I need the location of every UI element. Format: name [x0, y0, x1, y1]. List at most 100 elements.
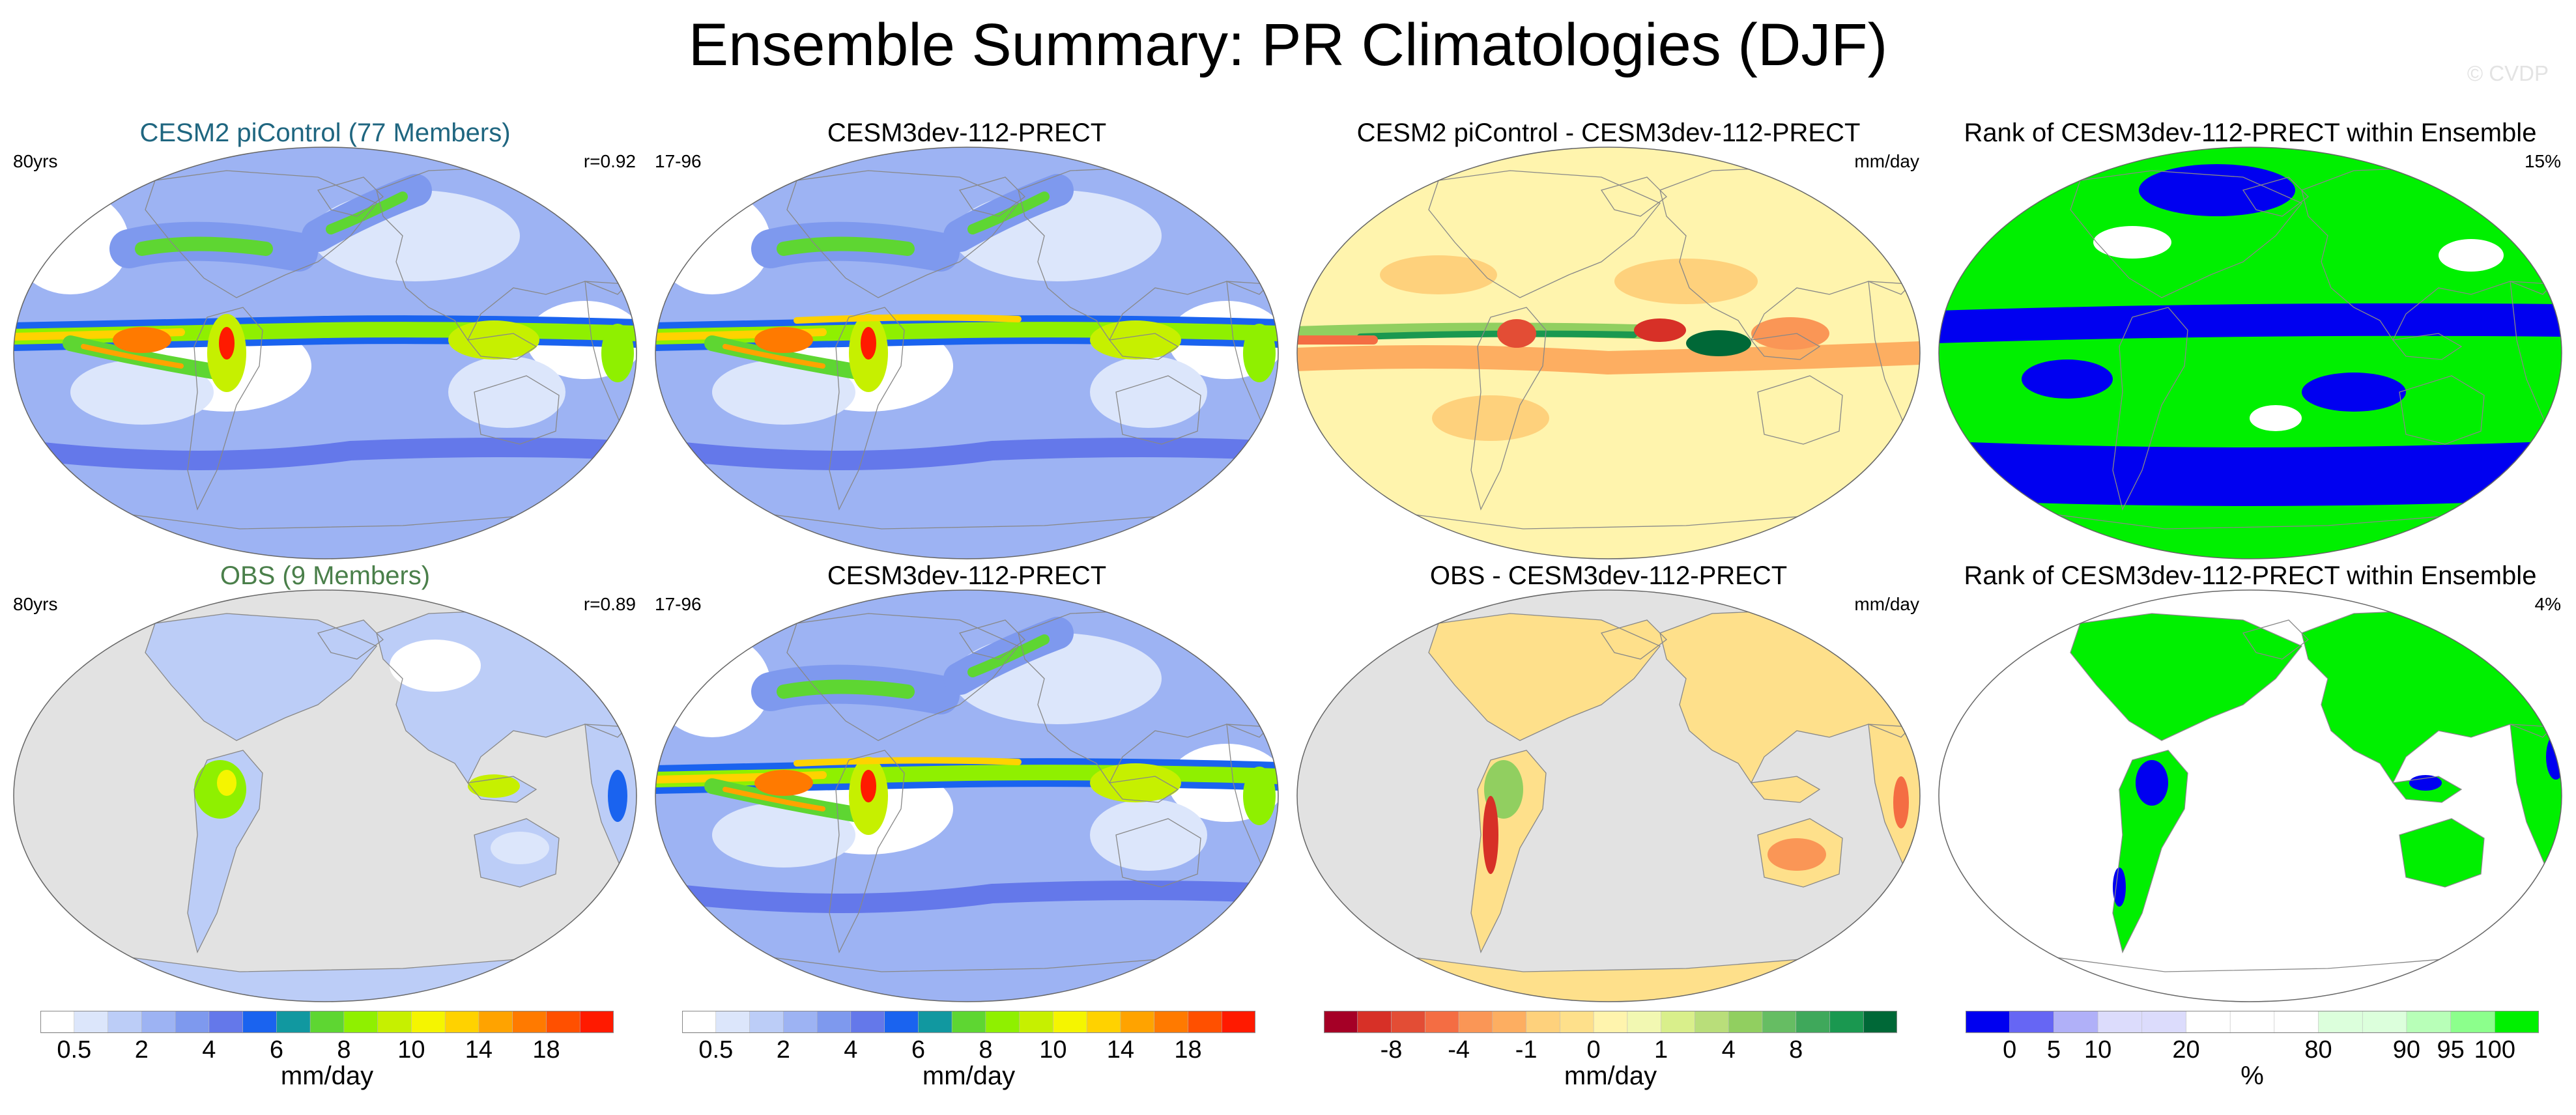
map-border: [13, 589, 637, 1002]
diff-positive: [1380, 255, 1497, 294]
coastline-australia: [474, 375, 560, 445]
colorbar-swatch: [2406, 1011, 2452, 1034]
panel-title: CESM3dev-112-PRECT: [827, 119, 1107, 147]
colorbar-swatch: [1560, 1011, 1594, 1034]
colorbar-tick-label: 10: [397, 1036, 425, 1063]
coastline-australia: [1757, 818, 1843, 888]
colorbar-swatches: [682, 1011, 1255, 1034]
colorbar-tick-label: 8: [979, 1036, 992, 1063]
land-greenland: [1601, 620, 1667, 659]
colorbar-tick-label: 0: [1587, 1036, 1601, 1063]
maritime-convection: [448, 320, 539, 360]
colorbar-tick-label: -1: [1515, 1036, 1538, 1063]
colorbar-tick-label: 100: [2474, 1036, 2515, 1063]
amazon-max: [219, 327, 235, 360]
colorbar-swatch: [985, 1011, 1020, 1034]
colorbar-swatch: [816, 1011, 852, 1034]
coastline-australia: [1115, 375, 1201, 445]
dry-interior: [491, 832, 549, 864]
precip-map: [655, 147, 1279, 559]
panel-title: Rank of CESM3dev-112-PRECT within Ensemb…: [1964, 119, 2537, 147]
diff-itcz-wet: [1297, 322, 1667, 341]
colorbar-tick-label: 2: [777, 1036, 790, 1063]
map-border: [1296, 147, 1921, 559]
colorbar-swatch: [1221, 1011, 1255, 1034]
map-content: [1939, 147, 2562, 559]
colorbar-swatch: [850, 1011, 885, 1034]
africa-convection: [1243, 767, 1276, 825]
colorbar-swatch: [1492, 1011, 1527, 1034]
map-content: [655, 147, 1278, 559]
colorbar-swatch: [1391, 1011, 1426, 1034]
colorbar-tick-label: 8: [1789, 1036, 1803, 1063]
colorbar-swatch: [242, 1011, 278, 1034]
colorbar-swatch: [74, 1011, 109, 1034]
coastline-maritime: [1108, 776, 1179, 803]
rank-low-patch: [2409, 775, 2442, 791]
colorbar-swatch: [1966, 1011, 2011, 1034]
coastline-maritime: [1750, 333, 1821, 360]
coastline-greenland: [1600, 176, 1667, 217]
colorbar-frame: [1324, 1011, 1897, 1033]
coastline-south-america: [1470, 307, 1547, 511]
pattern-correlation-label: r=0.92: [583, 151, 636, 171]
diff-itcz-wet-core: [1357, 330, 1637, 340]
coastline-maritime: [466, 776, 537, 803]
warm-pool-max: [113, 327, 171, 353]
colorbar-swatch: [276, 1011, 311, 1034]
figure-title: Ensemble Summary: PR Climatologies (DJF): [688, 12, 1888, 78]
colorbar-swatch: [377, 1011, 412, 1034]
colorbar-swatch: [2009, 1011, 2055, 1034]
rank-mid-patch: [2093, 226, 2171, 259]
rank-mid-patch: [2250, 405, 2302, 431]
colorbar-swatch: [1627, 1011, 1662, 1034]
years-label: 17-96: [655, 594, 702, 614]
diff-australia: [1767, 838, 1826, 871]
years-label: 80yrs: [13, 594, 58, 614]
colorbar-tick-label: 95: [2437, 1036, 2464, 1063]
colorbar-tick-label: 14: [1107, 1036, 1134, 1063]
land-maritime: [1751, 776, 1820, 802]
coastline-greenland: [2242, 176, 2309, 217]
rank-low-patch: [2136, 760, 2168, 806]
coastline-maritime: [1108, 333, 1179, 360]
rank-low-south: [1939, 441, 2562, 506]
panel-title: CESM2 piControl (77 Members): [139, 119, 511, 147]
spcz-core: [723, 787, 825, 812]
colorbar-frame: [40, 1011, 614, 1033]
diff-wet-max: [1686, 330, 1751, 356]
map-border: [1296, 589, 1921, 1002]
years-label: 17-96: [655, 151, 702, 171]
panel-difference-obs: OBS - CESM3dev-112-PRECT mm/day: [1295, 560, 1922, 1009]
colorbar-tick-label: 0: [2003, 1036, 2016, 1063]
panel-title: OBS - CESM3dev-112-PRECT: [1429, 561, 1788, 590]
colorbar-swatches: [40, 1011, 614, 1034]
pattern-correlation-label: r=0.89: [583, 594, 636, 614]
storm-track-pacific-core: [777, 679, 915, 699]
storm-track-atlantic-core: [326, 191, 408, 234]
coastline-south-america: [2112, 307, 2188, 511]
precip-map: [13, 589, 637, 1002]
colorbar-swatch: [579, 1011, 614, 1034]
colorbar-swatch: [1357, 1011, 1392, 1034]
coastline-maritime: [2392, 776, 2463, 803]
colorbar-frame: [1966, 1011, 2539, 1033]
panel-ensemble-mean: CESM2 piControl (77 Members) 80yrs r=0.9…: [12, 117, 638, 567]
colorbar-swatch: [749, 1011, 784, 1034]
diff-maritime: [1751, 317, 1829, 350]
coastline-north-america: [786, 170, 1020, 298]
colorbar-tick-label: 0.5: [57, 1036, 91, 1063]
colorbar-tick-label: 90: [2393, 1036, 2420, 1063]
colorbar-tick-label: 14: [465, 1036, 493, 1063]
colorbar-swatch: [715, 1011, 751, 1034]
colorbar-swatch: [343, 1011, 379, 1034]
itcz-double: [794, 757, 1022, 767]
colorbar-difference: -8 -4 -1 0 1 4 8 mm/day: [1324, 1011, 1897, 1095]
amazon-max: [861, 327, 876, 360]
colorbar-swatch: [1154, 1011, 1189, 1034]
dry-zone: [712, 360, 855, 425]
colorbar-swatch: [2450, 1011, 2496, 1034]
coastline-maritime: [466, 333, 537, 360]
dry-zone: [1090, 356, 1207, 428]
coastline-south-america: [187, 307, 263, 511]
